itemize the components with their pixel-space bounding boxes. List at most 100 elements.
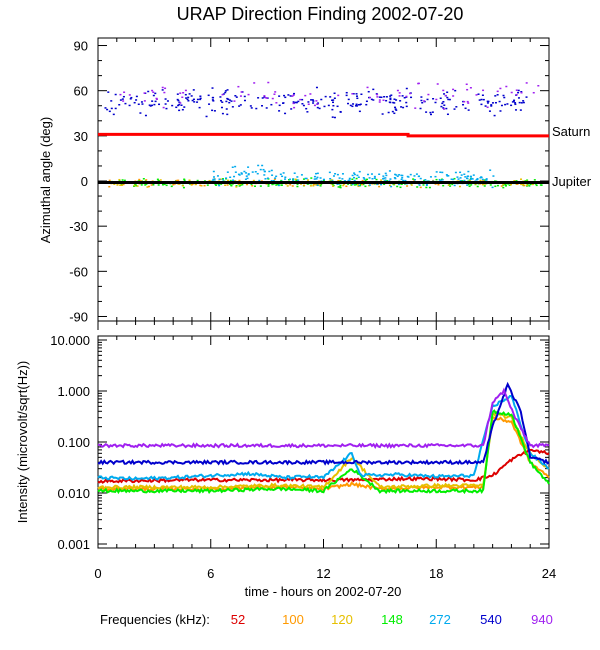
top-point-540: [287, 94, 290, 96]
top-point-272: [358, 170, 361, 173]
top-point-540: [345, 94, 348, 97]
top-point-540: [493, 114, 496, 117]
top-point-540: [306, 111, 309, 113]
top-point-272: [232, 179, 235, 181]
top-point-940: [143, 92, 146, 94]
top-point-540: [355, 105, 358, 107]
top-point-540: [310, 99, 313, 101]
top-point-540: [389, 98, 392, 101]
top-point-272: [382, 175, 385, 177]
top-point-940: [378, 101, 381, 103]
bottom-ytick-label: 1.000: [57, 384, 90, 399]
top-point-272: [480, 176, 483, 178]
top-point-540: [494, 101, 497, 104]
top-point-148: [533, 179, 536, 181]
top-point-272: [384, 179, 387, 181]
top-point-272: [398, 174, 401, 176]
top-point-540: [164, 98, 167, 100]
top-point-100: [108, 185, 111, 188]
top-point-148: [435, 178, 438, 181]
top-point-148: [239, 184, 242, 186]
top-point-272: [402, 179, 405, 182]
x-axis-label: time - hours on 2002-07-20: [245, 584, 402, 599]
top-point-940: [435, 98, 438, 101]
top-point-272: [270, 169, 273, 172]
top-point-272: [371, 178, 374, 180]
top-point-100: [337, 179, 340, 182]
top-point-540: [393, 102, 396, 104]
top-point-540: [332, 101, 335, 104]
top-point-540: [140, 101, 143, 103]
top-point-540: [378, 96, 381, 98]
top-point-120: [133, 184, 136, 187]
top-point-940: [398, 95, 401, 97]
top-point-940: [463, 100, 466, 103]
top-point-540: [164, 103, 167, 105]
top-point-148: [271, 183, 274, 186]
top-point-272: [234, 165, 237, 168]
top-point-120: [509, 183, 512, 186]
top-point-148: [383, 183, 386, 186]
top-point-148: [241, 183, 244, 186]
top-point-540: [177, 99, 180, 102]
top-point-540: [221, 112, 224, 115]
top-point-272: [262, 168, 265, 171]
top-point-540: [333, 92, 336, 95]
top-point-940: [240, 91, 243, 93]
top-point-940: [376, 96, 379, 98]
top-point-272: [300, 174, 303, 176]
top-point-120: [309, 185, 312, 187]
top-point-148: [483, 179, 486, 181]
top-point-540: [317, 102, 320, 104]
top-point-540: [312, 100, 315, 102]
top-point-272: [445, 174, 448, 176]
top-point-148: [449, 185, 452, 187]
top-point-540: [135, 99, 138, 101]
bottom-xtick-label: 0: [94, 566, 101, 581]
legend-item-52: 52: [231, 612, 245, 627]
top-point-272: [293, 172, 296, 174]
top-point-272: [270, 179, 273, 182]
top-point-540: [153, 103, 156, 106]
top-point-940: [264, 96, 267, 99]
top-point-540: [297, 100, 300, 103]
top-point-540: [324, 95, 327, 98]
top-point-540: [213, 110, 216, 112]
top-point-148: [476, 185, 479, 188]
top-point-272: [245, 172, 248, 174]
top-point-120: [234, 180, 237, 182]
top-point-148: [302, 178, 305, 180]
top-point-272: [367, 173, 370, 176]
top-point-272: [274, 177, 277, 179]
top-point-148: [529, 183, 532, 186]
bottom-ytick-label: 0.001: [57, 537, 90, 552]
top-point-120: [388, 184, 391, 187]
top-point-272: [418, 175, 421, 177]
top-point-272: [435, 171, 438, 173]
top-point-540: [359, 103, 362, 106]
top-point-540: [176, 98, 179, 101]
top-point-540: [490, 105, 493, 107]
top-point-272: [489, 169, 492, 171]
top-point-940: [520, 92, 523, 94]
top-point-272: [353, 179, 356, 182]
top-point-272: [284, 176, 287, 179]
top-point-540: [389, 95, 392, 97]
top-point-540: [231, 106, 234, 108]
top-point-148: [215, 184, 218, 186]
top-point-540: [226, 113, 229, 116]
top-point-148: [267, 183, 270, 186]
top-point-540: [185, 97, 188, 99]
top-point-120: [357, 183, 360, 186]
top-point-540: [399, 100, 402, 102]
top-point-940: [271, 97, 274, 100]
top-point-540: [141, 103, 144, 105]
top-point-148: [422, 184, 425, 186]
top-point-540: [426, 98, 429, 101]
top-point-148: [182, 186, 185, 189]
top-point-940: [273, 93, 276, 95]
top-point-540: [443, 93, 446, 95]
top-point-272: [271, 174, 274, 176]
top-point-540: [175, 106, 178, 109]
top-point-272: [424, 179, 427, 181]
